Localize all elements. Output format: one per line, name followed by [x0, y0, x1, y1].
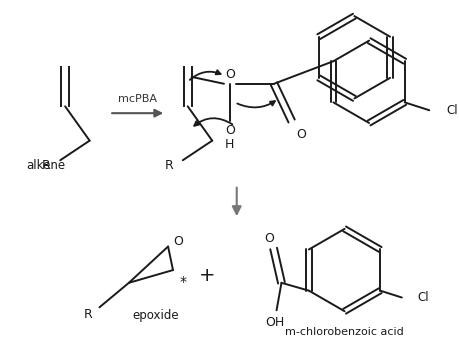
Text: O: O	[173, 235, 183, 248]
Text: Cl: Cl	[446, 104, 458, 117]
Text: O: O	[225, 68, 235, 81]
Text: H: H	[225, 138, 235, 151]
Text: R: R	[42, 159, 51, 172]
Text: R: R	[165, 159, 174, 172]
Text: O: O	[264, 232, 274, 245]
Text: epoxide: epoxide	[132, 309, 179, 322]
Text: OH: OH	[265, 316, 284, 328]
Text: m-chlorobenzoic acid: m-chlorobenzoic acid	[285, 327, 404, 337]
Text: alkene: alkene	[26, 159, 65, 172]
Text: O: O	[225, 124, 235, 137]
Text: O: O	[297, 128, 306, 141]
Text: *: *	[179, 275, 186, 289]
Text: mcPBA: mcPBA	[118, 95, 157, 105]
Text: +: +	[199, 266, 216, 285]
Text: Cl: Cl	[418, 291, 429, 304]
Text: R: R	[83, 308, 92, 321]
